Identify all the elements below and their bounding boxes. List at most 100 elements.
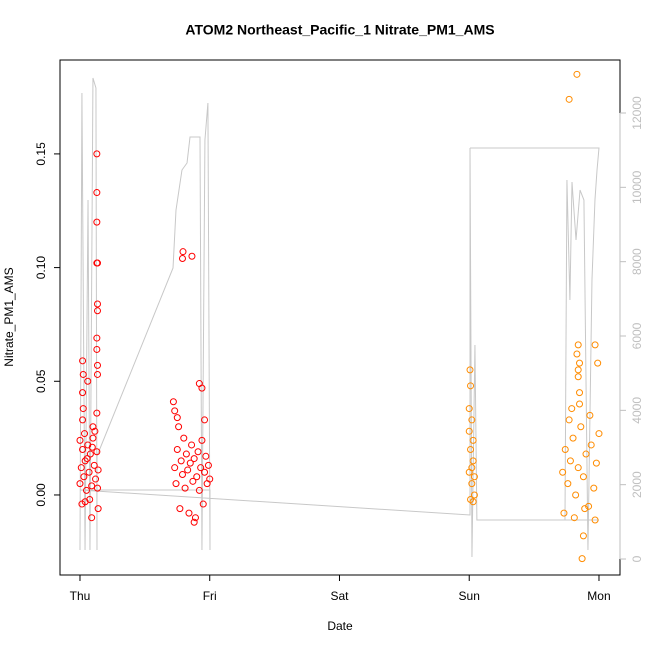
point [182, 450, 190, 458]
point [201, 416, 209, 424]
point [178, 254, 186, 262]
point [195, 486, 203, 494]
point [198, 384, 206, 392]
point [198, 436, 206, 444]
point [188, 252, 196, 260]
point [178, 471, 186, 479]
x-tick-label: Fri [203, 589, 217, 603]
point [466, 366, 474, 374]
chart-title: ATOM2 Northeast_Pacific_1 Nitrate_PM1_AM… [185, 22, 494, 38]
point [465, 427, 473, 435]
point [185, 509, 193, 517]
point [193, 473, 201, 481]
point [591, 341, 599, 349]
point [569, 434, 577, 442]
point [573, 350, 581, 358]
point [84, 377, 92, 385]
point [467, 382, 475, 390]
point [93, 361, 101, 369]
point [176, 505, 184, 513]
point [93, 345, 101, 353]
x-tick-label: Sat [330, 589, 349, 603]
point [579, 532, 587, 540]
point [582, 450, 590, 458]
point [202, 452, 210, 460]
point [591, 516, 599, 524]
point [595, 430, 603, 438]
point [559, 468, 567, 476]
point [94, 505, 102, 513]
point [206, 475, 214, 483]
point [469, 457, 477, 465]
point [79, 445, 87, 453]
point [189, 477, 197, 485]
point [180, 434, 188, 442]
point [190, 455, 198, 463]
point [574, 341, 582, 349]
point [560, 509, 568, 517]
point [93, 448, 101, 456]
point [88, 514, 96, 522]
point [574, 373, 582, 381]
point [572, 491, 580, 499]
point [191, 514, 199, 522]
point [91, 427, 99, 435]
point [89, 434, 97, 442]
x-axis-label: Date [327, 619, 353, 633]
point [86, 450, 94, 458]
point [564, 480, 572, 488]
point [175, 423, 183, 431]
point [79, 370, 87, 378]
y2-tick-label: 0 [630, 555, 644, 562]
point [468, 480, 476, 488]
point [186, 459, 194, 467]
point [79, 389, 87, 397]
point [81, 498, 89, 506]
point [204, 461, 212, 469]
point [76, 480, 84, 488]
point [578, 555, 586, 563]
point [573, 70, 581, 78]
point [79, 405, 87, 413]
point [81, 430, 89, 438]
point [88, 443, 96, 451]
point [94, 466, 102, 474]
point [93, 150, 101, 158]
point [201, 468, 209, 476]
y-axis-label: Nitrate_PM1_AMS [2, 267, 16, 366]
point [561, 445, 569, 453]
point [171, 407, 179, 415]
point [173, 414, 181, 422]
point [585, 502, 593, 510]
point [468, 416, 476, 424]
y-tick-label: 0.10 [34, 256, 48, 280]
point [568, 405, 576, 413]
y2-tick-label: 2000 [630, 471, 644, 498]
point [93, 484, 101, 492]
point [467, 445, 475, 453]
y-tick-label: 0.05 [34, 369, 48, 393]
point [469, 436, 477, 444]
point [590, 484, 598, 492]
point [77, 464, 85, 472]
point [81, 457, 89, 465]
x-tick-label: Mon [587, 589, 610, 603]
point [93, 334, 101, 342]
point [194, 448, 202, 456]
point [179, 248, 187, 256]
point [565, 416, 573, 424]
point [93, 370, 101, 378]
point [570, 514, 578, 522]
point [181, 484, 189, 492]
point [576, 389, 584, 397]
point [574, 464, 582, 472]
point [92, 475, 100, 483]
point [586, 411, 594, 419]
point [197, 464, 205, 472]
point [93, 409, 101, 417]
point [172, 480, 180, 488]
point [93, 307, 101, 315]
point [468, 464, 476, 472]
y2-tick-label: 10000 [630, 170, 644, 204]
